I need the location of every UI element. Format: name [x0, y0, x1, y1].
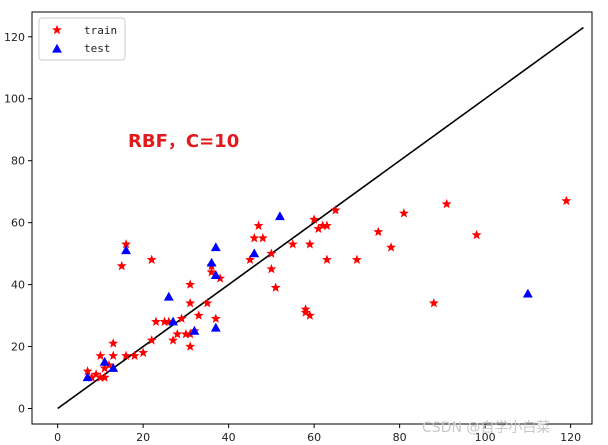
train-point: [270, 282, 281, 292]
test-point: [210, 322, 221, 332]
train-point: [146, 254, 157, 265]
y-axis: 0 20 40 60 80 100 120: [4, 31, 32, 416]
test-point: [99, 356, 110, 366]
train-point: [138, 347, 149, 357]
train-point: [185, 341, 196, 351]
x-tick-label: 120: [560, 431, 581, 444]
y-tick-label: 20: [11, 341, 25, 354]
train-point: [121, 239, 131, 249]
train-point: [428, 297, 439, 308]
test-point: [168, 316, 179, 326]
train-point: [129, 350, 140, 361]
train-point: [95, 350, 106, 361]
y-tick-label: 60: [11, 217, 25, 230]
legend-train-star: [52, 24, 62, 35]
test-point: [522, 288, 533, 298]
train-point: [86, 372, 97, 382]
train-point: [561, 195, 572, 206]
legend: train test: [38, 17, 126, 61]
test-point: [163, 291, 174, 301]
x-tick-label: 80: [393, 431, 407, 444]
train-point: [180, 328, 191, 339]
train-point: [266, 263, 277, 274]
train-point: [210, 313, 221, 323]
legend-train-marker: [52, 24, 62, 35]
test-point: [108, 363, 119, 372]
test-point: [210, 242, 221, 252]
train-point: [99, 363, 110, 373]
train-point: [304, 310, 315, 320]
train-point: [386, 242, 397, 252]
y-tick-label: 40: [11, 279, 25, 292]
y-tick-label: 100: [4, 93, 25, 106]
x-axis: 0 20 40 60 80 100 120: [54, 424, 581, 444]
y-tick-label: 0: [18, 403, 25, 416]
legend-train-label: train: [84, 24, 117, 37]
train-point: [351, 254, 362, 265]
legend-test-label: test: [84, 42, 111, 55]
train-point: [441, 198, 452, 209]
test-point: [189, 325, 200, 335]
train-point: [245, 254, 255, 265]
legend-test-triangle: [52, 43, 62, 53]
train-point: [304, 239, 315, 249]
reference-lines: [57, 26, 584, 410]
train-point: [91, 369, 102, 379]
train-point: [287, 239, 298, 249]
train-point: [202, 297, 213, 308]
test-point: [121, 245, 131, 255]
train-point: [146, 335, 157, 345]
train-point: [257, 232, 268, 243]
train-point: [163, 316, 174, 326]
train-point: [313, 223, 324, 234]
train-point: [266, 248, 277, 258]
train-point: [322, 220, 332, 230]
train-point: [185, 297, 196, 308]
train-point: [253, 220, 264, 230]
train-point: [82, 366, 93, 376]
train-point: [193, 310, 204, 320]
train-point: [206, 267, 217, 277]
test-point: [206, 257, 217, 267]
x-tick-label: 0: [54, 431, 61, 444]
x-tick-label: 60: [307, 431, 321, 444]
x-tick-label: 40: [222, 431, 236, 444]
reference-line: [57, 26, 584, 410]
test-series: [82, 211, 533, 382]
watermark: CSDN @自学小白菜: [422, 420, 550, 436]
train-point: [121, 350, 131, 361]
train-point: [317, 220, 328, 230]
chart-annotation: RBF，C=10: [128, 131, 239, 152]
train-point: [151, 316, 161, 326]
train-point: [471, 229, 482, 240]
train-point: [300, 307, 311, 317]
train-point: [185, 279, 196, 289]
train-point: [168, 335, 179, 345]
train-point: [398, 208, 409, 218]
train-point: [172, 328, 183, 339]
y-tick-label: 120: [4, 31, 25, 44]
train-point: [176, 313, 187, 323]
x-tick-label: 100: [475, 431, 496, 444]
train-point: [330, 205, 341, 215]
y-tick-label: 80: [11, 155, 25, 168]
x-tick-label: 20: [136, 431, 150, 444]
train-point: [249, 232, 260, 243]
train-point: [108, 350, 119, 361]
test-point: [82, 372, 93, 382]
train-point: [116, 260, 127, 271]
legend-test-marker: [52, 43, 62, 53]
test-point: [210, 270, 221, 279]
train-point: [373, 226, 384, 237]
train-point: [159, 316, 170, 326]
test-point: [275, 211, 285, 221]
train-point: [108, 338, 119, 348]
train-point: [322, 254, 332, 265]
train-point: [99, 372, 110, 382]
test-point: [249, 248, 260, 258]
train-point: [95, 372, 106, 382]
train-point: [309, 214, 320, 224]
